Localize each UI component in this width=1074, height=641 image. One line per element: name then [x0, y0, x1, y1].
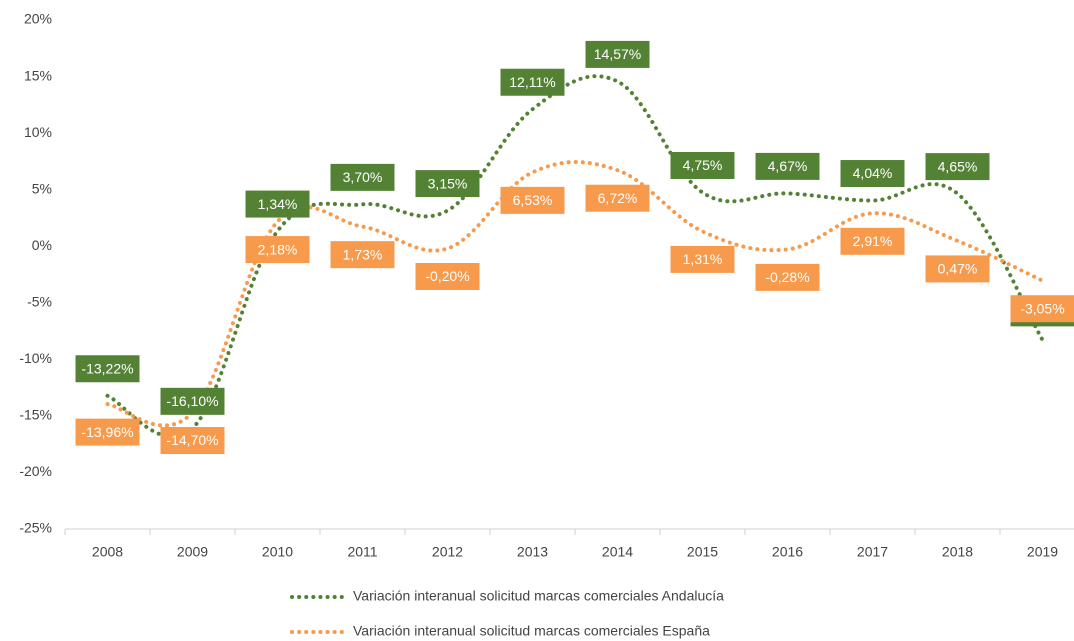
data-label-text: 6,72% [598, 190, 638, 206]
x-tick-label: 2018 [942, 544, 973, 560]
data-label-box [160, 387, 225, 415]
data-label: -3,05% [1010, 295, 1074, 323]
legend-label: Variación interanual solicitud marcas co… [353, 623, 710, 639]
data-label: 3,70% [330, 163, 395, 191]
data-label-box [245, 190, 310, 218]
data-label-text: -14,70% [166, 432, 218, 448]
data-label-text: 0,47% [938, 261, 978, 277]
data-label: -14,70% [160, 426, 225, 454]
data-label-box [585, 40, 650, 68]
data-label-text: 4,04% [853, 165, 893, 181]
data-label: 2,18% [245, 236, 310, 264]
data-label: 0,47% [925, 255, 990, 283]
x-tick-label: 2015 [687, 544, 718, 560]
data-label-text: 1,34% [258, 196, 298, 212]
x-tick-label: 2010 [262, 544, 293, 560]
data-label-box [330, 163, 395, 191]
data-label-text: 2,18% [258, 241, 298, 257]
x-tick-label: 2013 [517, 544, 548, 560]
data-label-text: 4,75% [683, 157, 723, 173]
data-label: -0,28% [755, 263, 820, 291]
data-label: 1,31% [670, 245, 735, 273]
data-label-box [500, 186, 565, 214]
y-tick-label: -5% [27, 293, 52, 309]
data-label: 3,15% [415, 170, 480, 198]
x-tick-label: 2019 [1027, 544, 1058, 560]
data-label: 1,34% [245, 190, 310, 218]
data-label: 12,11% [500, 68, 565, 96]
data-label: 4,65% [925, 153, 990, 181]
data-label-box [245, 236, 310, 264]
x-tick-label: 2012 [432, 544, 463, 560]
data-label-box [75, 355, 140, 383]
data-label-box [585, 184, 650, 212]
data-label: 4,04% [840, 160, 905, 188]
data-label-box [925, 153, 990, 181]
data-label-box [840, 227, 905, 255]
data-label-box [670, 151, 735, 179]
data-label-text: -0,28% [765, 269, 809, 285]
data-label-box [415, 262, 480, 290]
data-label-box [925, 255, 990, 283]
legend-label: Variación interanual solicitud marcas co… [353, 588, 724, 604]
data-label-text: 3,15% [428, 175, 468, 191]
data-label-box [670, 245, 735, 273]
x-tick-label: 2014 [602, 544, 633, 560]
x-tick-label: 2009 [177, 544, 208, 560]
y-tick-label: 15% [24, 67, 52, 83]
data-label: 2,91% [840, 227, 905, 255]
data-label: -13,22% [75, 355, 140, 383]
y-tick-label: 5% [32, 180, 52, 196]
data-label: 14,57% [585, 40, 650, 68]
data-label: -13,96% [75, 418, 140, 446]
data-label-text: -13,22% [81, 360, 133, 376]
y-tick-label: -25% [19, 520, 52, 536]
data-label: -0,20% [415, 262, 480, 290]
data-label-box [330, 241, 395, 269]
data-label: 1,73% [330, 241, 395, 269]
data-label-text: -3,05% [1020, 300, 1064, 316]
data-label-text: 1,73% [343, 246, 383, 262]
data-label-box [160, 426, 225, 454]
data-label-box [415, 170, 480, 198]
data-label-box [500, 68, 565, 96]
y-tick-label: -10% [19, 350, 52, 366]
data-label-box [1010, 295, 1074, 323]
x-tick-label: 2017 [857, 544, 888, 560]
data-label-text: 14,57% [594, 46, 641, 62]
x-tick-label: 2008 [92, 544, 123, 560]
data-label: 4,75% [670, 151, 735, 179]
data-label-text: 6,53% [513, 192, 553, 208]
data-label-text: -16,10% [166, 393, 218, 409]
y-tick-label: -20% [19, 463, 52, 479]
data-label-text: 4,65% [938, 158, 978, 174]
y-tick-label: 10% [24, 124, 52, 140]
series-line [105, 160, 1045, 428]
x-tick-label: 2016 [772, 544, 803, 560]
data-label-text: -13,96% [81, 424, 133, 440]
y-tick-label: 0% [32, 237, 52, 253]
data-label-text: 3,70% [343, 169, 383, 185]
data-label-text: 2,91% [853, 233, 893, 249]
data-label-text: -0,20% [425, 268, 469, 284]
data-label: 6,72% [585, 184, 650, 212]
data-label: 6,53% [500, 186, 565, 214]
data-label-text: 4,67% [768, 158, 808, 174]
data-label-box [75, 418, 140, 446]
data-label-box [755, 263, 820, 291]
data-label-box [840, 160, 905, 188]
data-label-box [755, 152, 820, 180]
y-tick-label: -15% [19, 407, 52, 423]
x-tick-label: 2011 [347, 544, 377, 560]
data-label: 4,67% [755, 152, 820, 180]
data-label: -16,10% [160, 387, 225, 415]
y-tick-label: 20% [24, 11, 52, 27]
data-label-text: 1,31% [683, 251, 723, 267]
data-label-text: 12,11% [509, 74, 555, 90]
